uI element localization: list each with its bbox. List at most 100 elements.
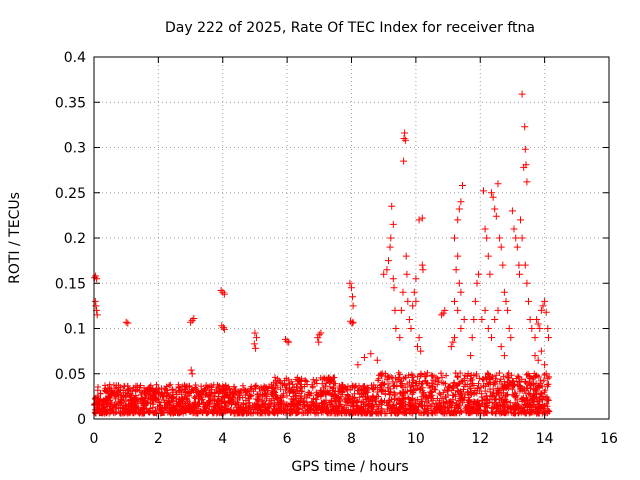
data-points bbox=[91, 90, 552, 382]
data-point bbox=[541, 297, 549, 305]
data-point bbox=[470, 316, 478, 323]
data-point bbox=[492, 212, 500, 220]
data-point bbox=[544, 325, 552, 332]
data-point bbox=[373, 356, 381, 364]
data-point bbox=[187, 366, 195, 374]
data-point bbox=[521, 123, 529, 131]
data-point bbox=[484, 325, 492, 332]
data-point bbox=[508, 207, 516, 215]
y-axis-label: ROTI / TECUs bbox=[7, 192, 23, 284]
data-point bbox=[502, 297, 510, 305]
data-point bbox=[523, 279, 531, 287]
axis-ticks bbox=[93, 56, 610, 420]
data-point bbox=[536, 325, 544, 332]
data-point bbox=[360, 354, 368, 361]
y-tick-label: 0.05 bbox=[55, 367, 86, 383]
data-point bbox=[528, 325, 536, 332]
data-point bbox=[399, 288, 407, 296]
data-point bbox=[391, 306, 399, 314]
data-point bbox=[496, 234, 504, 242]
data-point bbox=[253, 334, 260, 342]
dense-baseline-band bbox=[91, 369, 553, 417]
data-point bbox=[415, 334, 423, 342]
data-point bbox=[451, 234, 458, 242]
data-point bbox=[403, 270, 411, 278]
data-point bbox=[454, 252, 462, 260]
x-tick-label: 0 bbox=[90, 431, 99, 447]
data-point bbox=[454, 306, 462, 314]
y-tick-label: 0.1 bbox=[64, 322, 86, 338]
data-point bbox=[392, 325, 400, 332]
data-point bbox=[518, 90, 526, 98]
data-point bbox=[534, 356, 542, 364]
data-point bbox=[396, 334, 404, 342]
data-point bbox=[491, 316, 499, 323]
data-point bbox=[217, 287, 225, 294]
data-point bbox=[510, 225, 518, 233]
data-point bbox=[438, 311, 446, 319]
y-tick-label: 0.15 bbox=[55, 276, 86, 292]
data-point bbox=[218, 322, 226, 330]
data-point bbox=[494, 306, 502, 314]
data-point bbox=[124, 319, 132, 327]
data-point bbox=[315, 338, 323, 346]
data-point bbox=[388, 202, 396, 210]
data-point bbox=[441, 306, 449, 314]
data-point bbox=[478, 316, 486, 323]
data-point bbox=[219, 288, 227, 296]
data-point bbox=[526, 316, 534, 323]
x-tick-label: 14 bbox=[536, 431, 554, 447]
data-point bbox=[449, 338, 457, 346]
data-point bbox=[497, 243, 505, 251]
data-point bbox=[523, 178, 531, 186]
data-point bbox=[387, 234, 395, 242]
data-point bbox=[486, 270, 494, 278]
data-point bbox=[418, 214, 426, 222]
data-point bbox=[484, 252, 492, 260]
data-point bbox=[400, 157, 408, 165]
data-point bbox=[354, 361, 362, 369]
data-point bbox=[473, 279, 481, 287]
data-point bbox=[405, 316, 413, 323]
data-point bbox=[348, 284, 355, 292]
data-point bbox=[512, 234, 520, 242]
data-point bbox=[285, 338, 293, 346]
y-tick-label: 0.2 bbox=[64, 231, 86, 247]
data-point bbox=[515, 261, 523, 269]
data-point bbox=[283, 337, 291, 345]
data-point bbox=[497, 343, 505, 351]
data-point bbox=[346, 279, 354, 287]
data-point bbox=[402, 252, 410, 260]
data-point bbox=[517, 216, 524, 224]
data-point bbox=[419, 266, 427, 274]
data-point bbox=[500, 288, 508, 296]
data-point bbox=[488, 334, 495, 342]
data-point bbox=[488, 189, 495, 197]
data-point bbox=[542, 308, 550, 316]
data-point bbox=[93, 311, 101, 319]
x-tick-label: 12 bbox=[471, 431, 489, 447]
data-point bbox=[539, 302, 547, 310]
data-point bbox=[504, 306, 512, 314]
data-point bbox=[518, 234, 526, 242]
data-point bbox=[404, 297, 412, 305]
data-point bbox=[542, 370, 550, 378]
data-point bbox=[521, 145, 529, 153]
data-point bbox=[460, 316, 468, 323]
data-point bbox=[500, 352, 508, 360]
data-point bbox=[537, 306, 545, 314]
data-point bbox=[401, 129, 409, 137]
data-point bbox=[507, 334, 515, 342]
data-point bbox=[390, 284, 398, 292]
data-point bbox=[505, 325, 513, 332]
data-point bbox=[447, 343, 455, 351]
data-point bbox=[489, 193, 497, 201]
x-tick-label: 8 bbox=[347, 431, 356, 447]
data-point bbox=[491, 205, 499, 213]
data-point bbox=[220, 325, 228, 333]
data-point bbox=[457, 288, 465, 296]
data-point bbox=[412, 275, 420, 283]
data-point bbox=[457, 325, 465, 332]
y-tick-label: 0.3 bbox=[64, 141, 86, 157]
x-tick-label: 10 bbox=[407, 431, 425, 447]
